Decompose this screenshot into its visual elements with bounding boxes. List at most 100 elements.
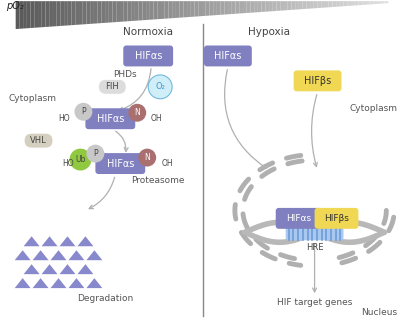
Text: P: P: [81, 107, 86, 116]
Text: HO: HO: [59, 114, 70, 123]
Polygon shape: [86, 278, 102, 288]
Text: P: P: [93, 149, 98, 158]
Polygon shape: [15, 250, 30, 260]
Polygon shape: [16, 1, 19, 29]
Polygon shape: [142, 1, 146, 20]
Polygon shape: [131, 1, 135, 21]
Polygon shape: [42, 1, 45, 27]
Text: Proteasome: Proteasome: [132, 176, 185, 185]
Polygon shape: [261, 1, 265, 12]
Polygon shape: [165, 1, 168, 19]
Polygon shape: [277, 1, 280, 11]
Polygon shape: [351, 1, 355, 6]
Polygon shape: [57, 1, 61, 26]
Polygon shape: [15, 278, 30, 288]
Polygon shape: [30, 1, 34, 28]
Polygon shape: [98, 1, 101, 23]
Polygon shape: [232, 1, 235, 14]
Polygon shape: [321, 1, 325, 8]
Polygon shape: [87, 1, 90, 24]
Polygon shape: [113, 1, 116, 22]
Polygon shape: [59, 236, 75, 246]
Circle shape: [75, 103, 92, 121]
Polygon shape: [265, 1, 269, 12]
Text: FIH: FIH: [105, 82, 119, 91]
Polygon shape: [86, 250, 102, 260]
Polygon shape: [292, 1, 295, 10]
Polygon shape: [358, 1, 362, 5]
Polygon shape: [235, 1, 239, 14]
Polygon shape: [366, 1, 370, 5]
Polygon shape: [332, 1, 336, 7]
FancyBboxPatch shape: [276, 208, 322, 229]
Text: Ub: Ub: [75, 155, 86, 164]
Polygon shape: [68, 1, 71, 25]
Polygon shape: [310, 1, 314, 9]
Polygon shape: [69, 250, 85, 260]
Polygon shape: [258, 1, 261, 12]
FancyBboxPatch shape: [95, 153, 145, 174]
Text: HIF target genes: HIF target genes: [277, 298, 352, 307]
FancyBboxPatch shape: [286, 224, 344, 240]
Text: OH: OH: [161, 159, 173, 168]
Polygon shape: [23, 1, 27, 29]
Polygon shape: [135, 1, 139, 21]
Polygon shape: [273, 1, 277, 11]
Polygon shape: [61, 1, 64, 26]
Polygon shape: [124, 1, 128, 22]
Text: HIFβs: HIFβs: [324, 214, 349, 223]
Polygon shape: [180, 1, 183, 18]
Polygon shape: [172, 1, 176, 18]
Text: HIFαs: HIFαs: [107, 159, 134, 169]
Text: pO₂: pO₂: [6, 1, 23, 11]
Polygon shape: [77, 264, 93, 274]
Polygon shape: [191, 1, 194, 17]
Polygon shape: [75, 1, 79, 25]
Polygon shape: [251, 1, 254, 13]
Polygon shape: [34, 1, 38, 28]
Polygon shape: [385, 1, 388, 3]
Polygon shape: [306, 1, 310, 9]
Polygon shape: [340, 1, 344, 6]
FancyBboxPatch shape: [99, 80, 126, 94]
Text: VHL: VHL: [30, 136, 47, 145]
Polygon shape: [51, 278, 67, 288]
Polygon shape: [150, 1, 154, 20]
Text: HIFβs: HIFβs: [304, 76, 331, 86]
Text: HIFαs: HIFαs: [97, 114, 124, 124]
Polygon shape: [228, 1, 232, 14]
Polygon shape: [120, 1, 124, 22]
Polygon shape: [79, 1, 83, 24]
Polygon shape: [336, 1, 340, 7]
Polygon shape: [269, 1, 273, 11]
Text: Cytoplasm: Cytoplasm: [9, 94, 57, 103]
Polygon shape: [288, 1, 292, 10]
Polygon shape: [239, 1, 243, 13]
Text: HIFαs: HIFαs: [286, 214, 311, 223]
Circle shape: [148, 75, 172, 99]
Polygon shape: [19, 1, 23, 29]
Polygon shape: [187, 1, 191, 17]
Polygon shape: [194, 1, 198, 17]
Polygon shape: [247, 1, 251, 13]
Polygon shape: [224, 1, 228, 15]
Polygon shape: [90, 1, 94, 24]
Polygon shape: [206, 1, 209, 16]
Polygon shape: [325, 1, 329, 8]
Polygon shape: [168, 1, 172, 18]
Polygon shape: [24, 236, 40, 246]
FancyBboxPatch shape: [85, 108, 135, 129]
Polygon shape: [299, 1, 303, 9]
Polygon shape: [105, 1, 109, 23]
Text: N: N: [144, 153, 150, 162]
Polygon shape: [49, 1, 53, 27]
Polygon shape: [69, 278, 85, 288]
Polygon shape: [213, 1, 217, 15]
Polygon shape: [355, 1, 358, 5]
Polygon shape: [362, 1, 366, 5]
Polygon shape: [42, 264, 57, 274]
Polygon shape: [83, 1, 87, 24]
Polygon shape: [183, 1, 187, 17]
Text: Degradation: Degradation: [77, 294, 134, 302]
Text: HIFαs: HIFαs: [134, 51, 162, 61]
